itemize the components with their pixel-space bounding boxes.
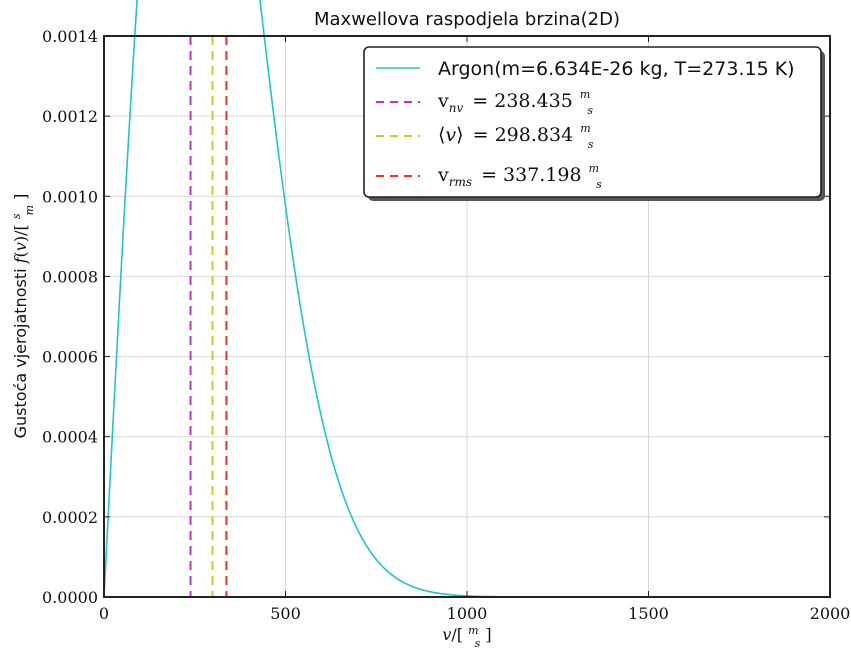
legend: Argon(m=6.634E-26 kg, T=273.15 K) vnv = … xyxy=(363,46,825,201)
y-tick-label: 0.0012 xyxy=(42,107,98,126)
svg-text:Gustoća vjerojatnosti f(v)/[: Gustoća vjerojatnosti f(v)/[ s m ] xyxy=(5,194,37,439)
x-tick-label: 500 xyxy=(270,604,301,623)
x-tick-label: 0 xyxy=(99,604,109,623)
chart-title: Maxwellova raspodjela brzina(2D) xyxy=(314,9,620,30)
legend-box xyxy=(363,46,822,198)
x-tick-label: 1500 xyxy=(628,604,669,623)
legend-label-mean: ⟨v⟩ = 298.834 m s xyxy=(438,115,597,151)
svg-text:vnv = 238.435: vnv = 238.435 m s xyxy=(437,81,596,117)
tick-labels: 0 500 1000 1500 2000 0.0000 0.0002 0.0004 0.0006… xyxy=(42,27,850,623)
legend-label-rms: vrms = 337.198 m s xyxy=(437,155,605,191)
legend-label-nv: vnv = 238.435 m s xyxy=(437,81,596,117)
reference-lines xyxy=(189,36,228,597)
y-tick-label: 0.0008 xyxy=(42,267,98,286)
y-tick-label: 0.0000 xyxy=(42,588,98,607)
y-tick-label: 0.0004 xyxy=(42,428,98,447)
svg-text:⟨v⟩ = 298.834: ⟨v⟩ = 298.834 m s xyxy=(438,115,597,151)
y-tick-label: 0.0006 xyxy=(42,348,98,367)
legend-label-argon: Argon(m=6.634E-26 kg, T=273.15 K) xyxy=(438,58,795,80)
x-tick-label: 2000 xyxy=(810,604,851,623)
y-axis-label: Gustoća vjerojatnosti f(v)/[ s m ] xyxy=(5,194,37,439)
y-tick-label: 0.0010 xyxy=(42,187,98,206)
y-tick-label: 0.0014 xyxy=(42,27,98,46)
x-tick-label: 1000 xyxy=(447,604,488,623)
x-axis-label: v/[ m s ] xyxy=(442,619,491,648)
svg-text:vrms = 337.198: vrms = 337.198 m s xyxy=(437,155,605,191)
svg-text:v/[ m s ]: v/[ m s ] xyxy=(442,619,491,648)
y-tick-label: 0.0002 xyxy=(42,508,98,527)
